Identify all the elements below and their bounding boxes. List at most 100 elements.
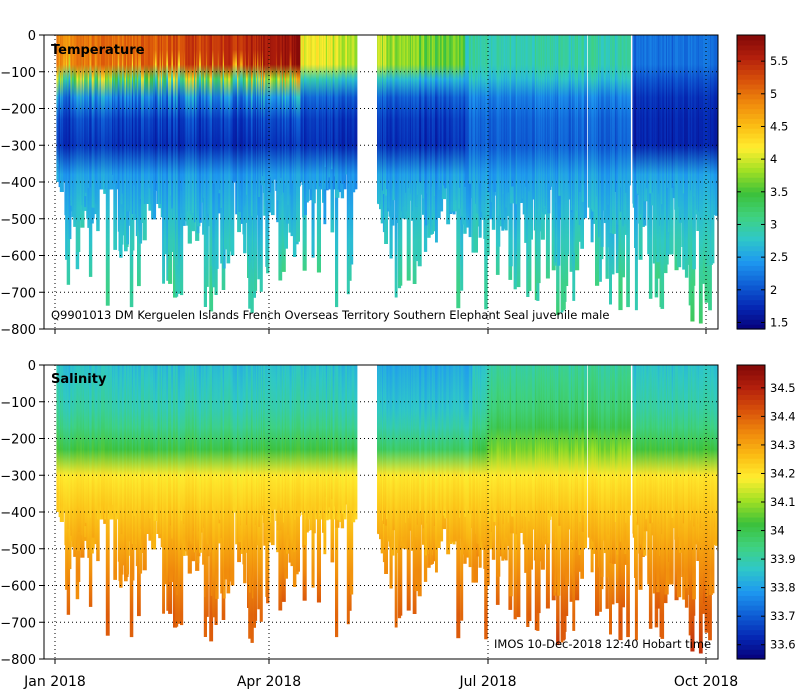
salinity-colorbar-tick-label: 33.6 <box>770 638 796 652</box>
temperature-y-tick-label: −200 <box>0 103 36 118</box>
salinity-colorbar-segment <box>737 619 765 626</box>
salinity-profile <box>731 365 735 521</box>
temperature-colorbar-segment <box>737 177 765 183</box>
salinity-colorbar-segment <box>737 531 765 538</box>
temperature-y-axis: 0 −100 −200 −300 −400 −500 −600 −700 −800 <box>0 29 44 338</box>
salinity-profile <box>717 365 718 540</box>
x-tick-label: Apr 2018 <box>237 674 301 690</box>
temperature-profile <box>163 35 167 255</box>
temperature-profile <box>731 35 735 226</box>
temperature-colorbar-segment <box>737 289 765 296</box>
temperature-colorbar-segment <box>737 74 765 80</box>
salinity-y-tick-label: −700 <box>0 616 36 631</box>
temperature-colorbar-segment <box>737 98 765 105</box>
salinity-colorbar-tick-label: 34.3 <box>770 438 796 452</box>
temperature-profile <box>729 35 733 282</box>
temperature-colorbar-segment <box>737 113 765 119</box>
salinity-profile <box>392 365 397 531</box>
temperature-profile <box>312 35 316 204</box>
salinity-profile <box>199 365 202 553</box>
salinity-colorbar-segment <box>737 448 765 454</box>
temperature-profile <box>232 35 236 183</box>
temperature-y-tick-label: −800 <box>0 323 36 338</box>
salinity-colorbar-segment <box>737 467 765 474</box>
salinity-profile <box>532 365 536 530</box>
salinity-colorbar-segment <box>737 590 765 596</box>
temperature-profile <box>235 35 238 215</box>
salinity-colorbar-segment <box>737 639 765 645</box>
salinity-colorbar-segment <box>737 536 765 542</box>
salinity-profile <box>626 365 631 516</box>
salinity-profile <box>312 365 316 534</box>
salinity-profile <box>728 365 731 523</box>
temperature-profile <box>493 35 497 192</box>
salinity-colorbar-tick-label: 34.4 <box>770 409 796 423</box>
salinity-colorbar-segment <box>737 516 765 523</box>
temperature-colorbar-segment <box>737 39 765 46</box>
salinity-colorbar-segment <box>737 399 765 405</box>
salinity-colorbar-segment <box>737 546 765 552</box>
temperature-profile <box>348 35 352 281</box>
salinity-colorbar-segment <box>737 512 765 518</box>
salinity-profile <box>238 365 242 542</box>
salinity-colorbar-segment <box>737 365 765 371</box>
salinity-colorbar-segment <box>737 463 765 469</box>
salinity-y-tick-label: −600 <box>0 580 36 595</box>
temperature-profile <box>511 35 515 187</box>
salinity-colorbar-segment <box>737 575 765 582</box>
temperature-profile <box>519 35 523 203</box>
temperature-colorbar-segment <box>737 128 765 134</box>
temperature-profile <box>529 35 533 240</box>
salinity-profile <box>725 365 728 540</box>
salinity-colorbar-segment <box>737 624 765 631</box>
temperature-colorbar-segment <box>737 108 765 114</box>
salinity-colorbar-segment <box>737 458 765 464</box>
temperature-colorbar-segment <box>737 304 765 310</box>
temperature-profile <box>487 35 492 193</box>
temperature-colorbar-segment <box>737 240 765 247</box>
temperature-profile <box>710 35 715 264</box>
temperature-colorbar-segment <box>737 93 765 100</box>
salinity-profile <box>519 365 523 533</box>
temperature-profile <box>616 35 620 225</box>
salinity-colorbar: 33.6 33.7 33.8 33.9 34 34.1 34.2 34.3 34.4 34.5 <box>736 364 796 660</box>
temperature-colorbar-segment <box>737 245 765 252</box>
temperature-profile <box>733 35 736 208</box>
salinity-colorbar-segment <box>737 526 765 533</box>
temperature-profile <box>468 35 473 184</box>
salinity-profile <box>730 365 734 571</box>
temperature-profile <box>607 35 611 205</box>
temperature-profile <box>354 35 358 190</box>
salinity-profile <box>729 365 733 612</box>
temperature-profile <box>722 35 725 204</box>
temperature-profile <box>674 35 679 271</box>
temperature-colorbar-tick-label: 3 <box>770 217 777 231</box>
salinity-profile <box>611 365 616 564</box>
temperature-colorbar-segment <box>737 231 765 237</box>
temperature-profile <box>392 35 397 201</box>
temperature-colorbar-segment <box>737 123 765 129</box>
salinity-profile <box>600 365 604 577</box>
temperature-colorbar-segment <box>737 196 765 203</box>
salinity-colorbar-segment <box>737 634 765 640</box>
temperature-profile <box>731 35 735 191</box>
salinity-profile <box>529 365 533 570</box>
temperature-colorbar-frame <box>736 34 766 330</box>
salinity-colorbar-frame <box>736 364 766 660</box>
salinity-colorbar-segment <box>737 521 765 528</box>
temperature-colorbar-segment <box>737 319 765 325</box>
temperature-colorbar-tick-label: 4.5 <box>770 119 788 133</box>
salinity-profile <box>656 365 660 593</box>
temperature-profile <box>240 35 244 224</box>
salinity-grid <box>44 365 718 664</box>
temperature-annotation: Q9901013 DM Kerguelen Islands French Ove… <box>51 308 609 322</box>
temperature-profile <box>725 35 729 241</box>
temperature-colorbar-segment <box>737 137 765 144</box>
temperature-title: Temperature <box>51 43 145 58</box>
temperature-colorbar-segment <box>737 182 765 188</box>
salinity-colorbar-segment <box>737 497 765 503</box>
salinity-colorbar-segment <box>737 600 765 606</box>
salinity-colorbar-segment <box>737 443 765 449</box>
salinity-profile <box>722 365 725 534</box>
temperature-colorbar-segment <box>737 152 765 159</box>
